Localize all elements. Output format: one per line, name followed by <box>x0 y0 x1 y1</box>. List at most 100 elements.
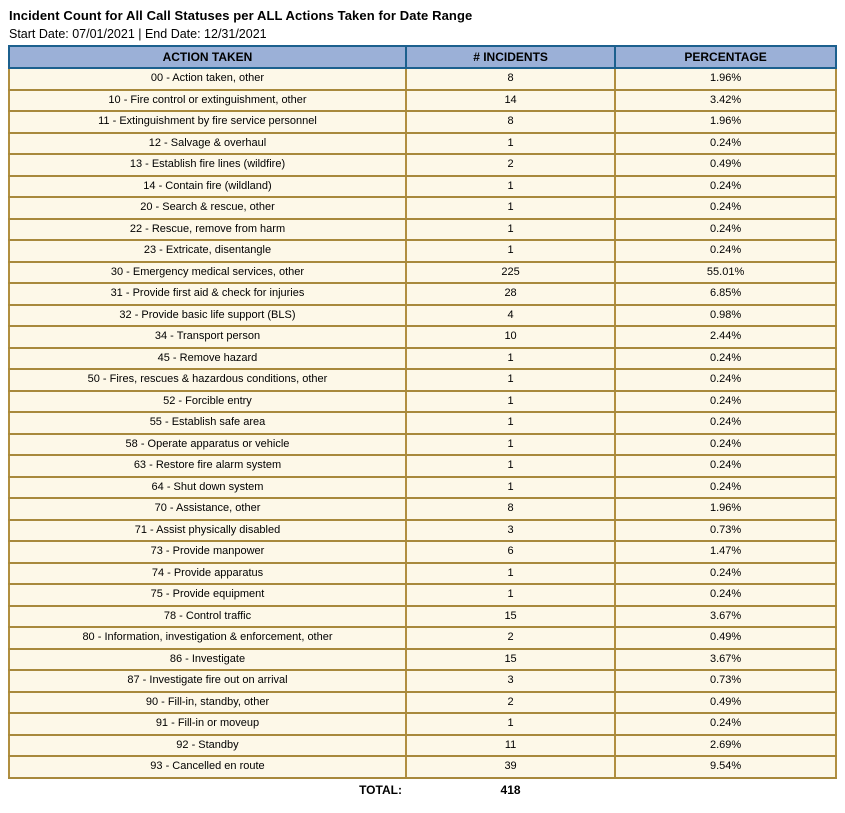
report-title: Incident Count for All Call Statuses per… <box>9 8 473 23</box>
percentage-cell: 0.24% <box>614 475 837 499</box>
percentage-cell: 0.73% <box>614 518 837 542</box>
action-taken-cell: 13 - Establish fire lines (wildfire) <box>8 153 407 177</box>
percentage-cell: 0.24% <box>614 196 837 220</box>
incident-count-cell: 225 <box>404 260 617 284</box>
incident-count-cell: 2 <box>404 153 617 177</box>
incident-count-cell: 11 <box>404 733 617 757</box>
table-row: 75 - Provide equipment 1 0.24% <box>8 583 837 607</box>
percentage-cell: 0.24% <box>614 712 837 736</box>
table-row: 58 - Operate apparatus or vehicle 1 0.24… <box>8 432 837 456</box>
incident-count-cell: 1 <box>404 454 617 478</box>
incident-count-cell: 1 <box>404 239 617 263</box>
percentage-cell: 0.49% <box>614 626 837 650</box>
incident-count-cell: 3 <box>404 518 617 542</box>
percentage-cell: 0.98% <box>614 303 837 327</box>
incident-count-cell: 8 <box>404 497 617 521</box>
percentage-cell: 0.49% <box>614 153 837 177</box>
table-row: 63 - Restore fire alarm system 1 0.24% <box>8 454 837 478</box>
incident-count-cell: 1 <box>404 174 617 198</box>
action-taken-cell: 80 - Information, investigation & enforc… <box>8 626 407 650</box>
table-header: ACTION TAKEN # INCIDENTS PERCENTAGE <box>8 45 837 69</box>
incident-report-table: ACTION TAKEN # INCIDENTS PERCENTAGE 00 -… <box>8 45 837 800</box>
table-row: 10 - Fire control or extinguishment, oth… <box>8 88 837 112</box>
percentage-cell: 2.69% <box>614 733 837 757</box>
column-header-percentage: PERCENTAGE <box>614 45 837 69</box>
percentage-cell: 1.96% <box>614 497 837 521</box>
incident-count-cell: 1 <box>404 475 617 499</box>
table-row: 92 - Standby 11 2.69% <box>8 733 837 757</box>
column-header-incidents: # INCIDENTS <box>404 45 617 69</box>
table-row: 70 - Assistance, other 8 1.96% <box>8 497 837 521</box>
action-taken-cell: 73 - Provide manpower <box>8 540 407 564</box>
incident-count-cell: 14 <box>404 88 617 112</box>
incident-count-cell: 1 <box>404 217 617 241</box>
action-taken-cell: 64 - Shut down system <box>8 475 407 499</box>
incident-count-cell: 28 <box>404 282 617 306</box>
action-taken-cell: 14 - Contain fire (wildland) <box>8 174 407 198</box>
action-taken-cell: 75 - Provide equipment <box>8 583 407 607</box>
total-label: TOTAL: <box>9 777 406 800</box>
percentage-cell: 3.42% <box>614 88 837 112</box>
incident-count-cell: 1 <box>404 368 617 392</box>
percentage-cell: 6.85% <box>614 282 837 306</box>
action-taken-cell: 71 - Assist physically disabled <box>8 518 407 542</box>
incident-count-cell: 2 <box>404 626 617 650</box>
action-taken-cell: 12 - Salvage & overhaul <box>8 131 407 155</box>
table-row: 74 - Provide apparatus 1 0.24% <box>8 561 837 585</box>
total-row: TOTAL: 418 <box>9 777 836 800</box>
action-taken-cell: 58 - Operate apparatus or vehicle <box>8 432 407 456</box>
table-row: 32 - Provide basic life support (BLS) 4 … <box>8 303 837 327</box>
table-row: 13 - Establish fire lines (wildfire) 2 0… <box>8 153 837 177</box>
incident-count-cell: 8 <box>404 110 617 134</box>
action-taken-cell: 10 - Fire control or extinguishment, oth… <box>8 88 407 112</box>
action-taken-cell: 90 - Fill-in, standby, other <box>8 690 407 714</box>
table-row: 20 - Search & rescue, other 1 0.24% <box>8 196 837 220</box>
action-taken-cell: 93 - Cancelled en route <box>8 755 407 779</box>
table-body: 00 - Action taken, other 8 1.96% 10 - Fi… <box>8 67 837 779</box>
action-taken-cell: 00 - Action taken, other <box>8 67 407 91</box>
column-header-action-taken: ACTION TAKEN <box>8 45 407 69</box>
table-row: 91 - Fill-in or moveup 1 0.24% <box>8 712 837 736</box>
incident-count-cell: 1 <box>404 131 617 155</box>
incident-count-cell: 8 <box>404 67 617 91</box>
percentage-cell: 0.24% <box>614 131 837 155</box>
incident-count-cell: 1 <box>404 346 617 370</box>
action-taken-cell: 34 - Transport person <box>8 325 407 349</box>
incident-count-cell: 1 <box>404 389 617 413</box>
action-taken-cell: 52 - Forcible entry <box>8 389 407 413</box>
table-row: 12 - Salvage & overhaul 1 0.24% <box>8 131 837 155</box>
action-taken-cell: 30 - Emergency medical services, other <box>8 260 407 284</box>
percentage-cell: 0.24% <box>614 346 837 370</box>
incident-count-cell: 4 <box>404 303 617 327</box>
percentage-cell: 0.24% <box>614 174 837 198</box>
table-row: 93 - Cancelled en route 39 9.54% <box>8 755 837 779</box>
action-taken-cell: 23 - Extricate, disentangle <box>8 239 407 263</box>
percentage-cell: 1.96% <box>614 110 837 134</box>
percentage-cell: 0.24% <box>614 411 837 435</box>
table-row: 11 - Extinguishment by fire service pers… <box>8 110 837 134</box>
table-row: 00 - Action taken, other 8 1.96% <box>8 67 837 91</box>
action-taken-cell: 86 - Investigate <box>8 647 407 671</box>
percentage-cell: 0.73% <box>614 669 837 693</box>
incident-count-cell: 10 <box>404 325 617 349</box>
incident-count-cell: 1 <box>404 411 617 435</box>
table-row: 71 - Assist physically disabled 3 0.73% <box>8 518 837 542</box>
action-taken-cell: 87 - Investigate fire out on arrival <box>8 669 407 693</box>
percentage-cell: 0.24% <box>614 217 837 241</box>
action-taken-cell: 31 - Provide first aid & check for injur… <box>8 282 407 306</box>
percentage-cell: 3.67% <box>614 647 837 671</box>
table-row: 78 - Control traffic 15 3.67% <box>8 604 837 628</box>
action-taken-cell: 32 - Provide basic life support (BLS) <box>8 303 407 327</box>
table-row: 64 - Shut down system 1 0.24% <box>8 475 837 499</box>
table-row: 34 - Transport person 10 2.44% <box>8 325 837 349</box>
table-row: 80 - Information, investigation & enforc… <box>8 626 837 650</box>
table-row: 50 - Fires, rescues & hazardous conditio… <box>8 368 837 392</box>
total-empty-cell <box>615 777 836 800</box>
percentage-cell: 0.24% <box>614 561 837 585</box>
action-taken-cell: 11 - Extinguishment by fire service pers… <box>8 110 407 134</box>
incident-count-cell: 1 <box>404 712 617 736</box>
percentage-cell: 0.24% <box>614 389 837 413</box>
incident-count-cell: 6 <box>404 540 617 564</box>
percentage-cell: 3.67% <box>614 604 837 628</box>
